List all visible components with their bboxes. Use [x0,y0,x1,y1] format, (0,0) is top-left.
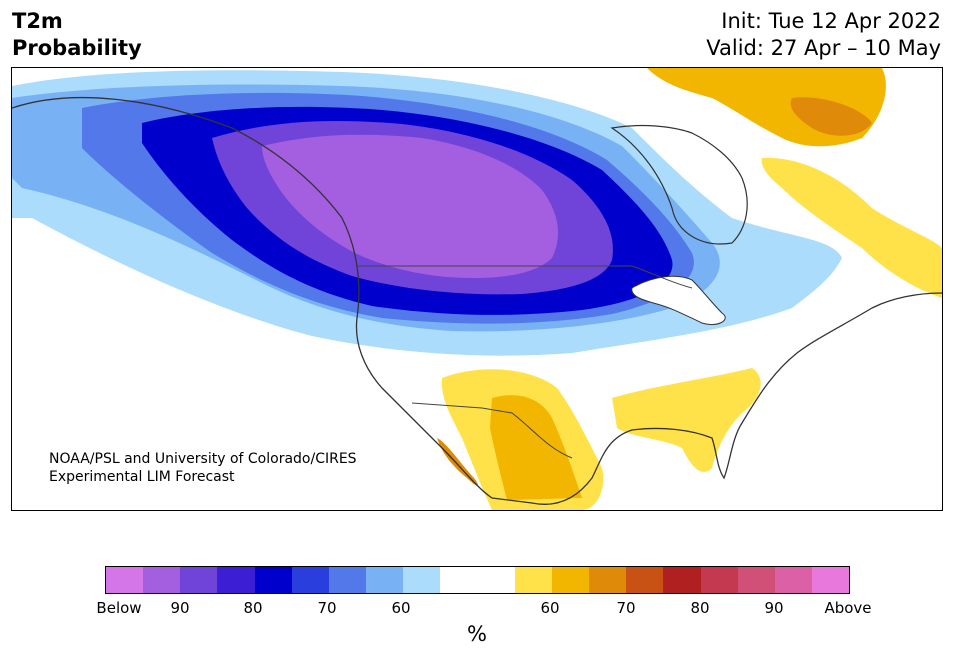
probability-map [11,67,943,511]
colorbar-bin [811,567,850,593]
colorbar-tick-label: 60 [540,599,560,617]
colorbar-bin [589,567,627,593]
colorbar-bin [737,567,775,593]
colorbar-tick-label: 60 [391,599,411,617]
colorbar-tick-label: 70 [616,599,636,617]
colorbar-bin [626,567,664,593]
colorbar-bin [477,567,515,593]
colorbar-bin [551,567,590,593]
credit-line-1: NOAA/PSL and University of Colorado/CIRE… [49,451,357,467]
colorbar-tick-label: Above [824,599,872,617]
great-lakes [631,275,726,326]
colorbar-tick-label: 80 [243,599,263,617]
cold-band-90 [262,134,558,278]
warm-patch-baja [437,438,478,486]
colorbar-tick-label: 70 [317,599,337,617]
colorbar-bin [700,567,738,593]
colorbar-bin [366,567,404,593]
colorbar-bin [328,567,367,593]
colorbar-tick-label: 90 [170,599,190,617]
us-canada-border [357,265,693,289]
coastline [12,96,942,505]
colorbar-tick-label: Below [96,599,142,617]
warm-patch-quebec [761,157,942,298]
colorbar-unit: % [467,622,487,646]
forecast-dates: Init: Tue 12 Apr 2022 Valid: 27 Apr – 10… [706,8,941,62]
colorbar-tick-label: 90 [764,599,784,617]
colorbar-bin [254,567,292,593]
colorbar-bin [774,567,812,593]
data-credit: NOAA/PSL and University of Colorado/CIRE… [49,450,357,486]
colorbar-bin [291,567,329,593]
colorbar-bin [440,567,478,593]
hudson-bay-coast [610,124,748,245]
colorbar-bin [106,567,144,593]
warm-patch-greenland-core [790,97,872,136]
colorbar [105,566,850,594]
colorbar-bin [143,567,181,593]
us-mexico-border [411,402,573,459]
colorbar-bin [180,567,218,593]
init-date: Init: Tue 12 Apr 2022 [721,9,941,33]
credit-line-2: Experimental LIM Forecast [49,469,235,485]
colorbar-bin [663,567,701,593]
valid-date: Valid: 27 Apr – 10 May [706,36,941,60]
title-line-2: Probability [12,36,142,60]
colorbar-tick-label: 80 [690,599,710,617]
colorbar-bin [403,567,441,593]
map-title: T2m Probability [12,8,142,62]
warm-patch-southeast [612,368,761,472]
colorbar-bin [217,567,255,593]
title-line-1: T2m [12,9,63,33]
colorbar-bin [514,567,552,593]
map-svg [12,68,942,510]
warm-patch-mexico-core [490,395,582,500]
